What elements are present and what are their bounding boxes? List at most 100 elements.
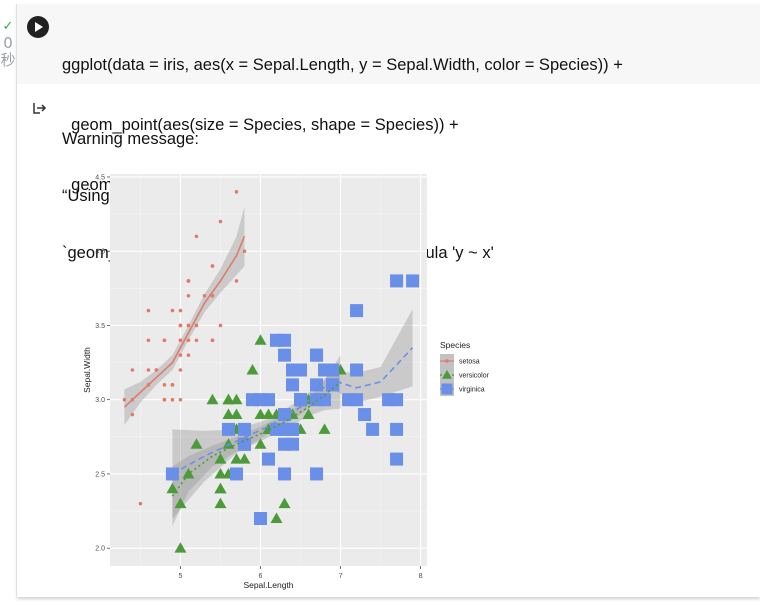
smooth-line-versicolor bbox=[171, 381, 342, 497]
legend-title: Species bbox=[440, 340, 470, 350]
data-point-virginica bbox=[350, 393, 364, 407]
data-point-versicolor bbox=[214, 497, 227, 509]
x-tick-label: 8 bbox=[419, 573, 423, 580]
execution-status: ✓ 0 秒 bbox=[0, 18, 16, 69]
data-point-setosa bbox=[178, 323, 183, 328]
data-point-setosa bbox=[178, 368, 183, 372]
data-point-virginica bbox=[237, 437, 251, 451]
data-point-virginica bbox=[310, 378, 324, 392]
code-editor[interactable]: ggplot(data = iris, aes(x = Sepal.Length… bbox=[17, 4, 760, 194]
data-point-versicolor bbox=[246, 364, 259, 375]
data-point-versicolor bbox=[214, 453, 227, 464]
data-point-versicolor bbox=[254, 438, 267, 449]
data-point-setosa bbox=[162, 397, 167, 402]
data-point-setosa bbox=[242, 249, 247, 254]
data-point-setosa bbox=[122, 397, 127, 402]
data-point-virginica bbox=[390, 452, 404, 466]
data-point-virginica bbox=[310, 348, 324, 362]
data-point-virginica bbox=[278, 422, 292, 436]
data-point-setosa bbox=[210, 338, 215, 343]
x-tick-label: 6 bbox=[259, 573, 263, 580]
data-point-virginica bbox=[390, 274, 404, 288]
data-point-setosa bbox=[146, 368, 151, 372]
data-point-setosa bbox=[162, 383, 167, 387]
x-tick-label: 7 bbox=[339, 573, 343, 580]
code-line: ggplot(data = iris, aes(x = Sepal.Length… bbox=[62, 56, 623, 74]
data-point-setosa bbox=[218, 219, 223, 224]
run-cell-button[interactable] bbox=[27, 16, 49, 38]
legend-label: setosa bbox=[459, 359, 480, 366]
legend-label: versicolor bbox=[459, 373, 490, 380]
data-point-versicolor bbox=[206, 393, 219, 405]
smooth-line-setosa bbox=[123, 236, 246, 408]
data-point-virginica bbox=[366, 422, 380, 436]
data-point-setosa bbox=[178, 397, 183, 402]
output-icon[interactable] bbox=[31, 100, 47, 116]
data-point-setosa bbox=[146, 308, 151, 313]
data-point-virginica bbox=[286, 363, 300, 377]
y-axis-title: Sepal.Width bbox=[82, 347, 92, 393]
data-point-setosa bbox=[202, 293, 207, 298]
data-point-setosa bbox=[178, 353, 183, 357]
data-point-versicolor bbox=[190, 438, 203, 449]
data-point-setosa bbox=[138, 501, 143, 506]
code-line: geom_point(aes(size = Species, shape = S… bbox=[62, 116, 459, 134]
data-point-versicolor bbox=[230, 453, 243, 464]
y-tick-label: 2.5 bbox=[95, 471, 105, 478]
data-point-setosa bbox=[186, 279, 191, 283]
data-point-virginica bbox=[278, 408, 292, 422]
data-point-setosa bbox=[234, 190, 239, 194]
data-point-setosa bbox=[154, 368, 159, 372]
y-tick-label: 3.5 bbox=[95, 323, 105, 330]
data-point-versicolor bbox=[166, 482, 179, 494]
data-point-setosa bbox=[186, 293, 191, 298]
x-tick-label: 5 bbox=[178, 573, 182, 580]
data-point-virginica bbox=[310, 467, 324, 481]
execution-time-unit: 秒 bbox=[0, 51, 16, 69]
data-point-versicolor bbox=[318, 423, 331, 434]
plot-panel bbox=[110, 174, 427, 566]
plot-output: 5 6 7 8 2.0 2.5 3.0 3.5 4.0 4.5 Sepal.Length Sepal.… bbox=[62, 160, 502, 590]
data-point-versicolor bbox=[174, 497, 187, 509]
data-point-virginica bbox=[229, 467, 243, 481]
data-point-virginica bbox=[262, 452, 275, 466]
data-point-setosa bbox=[210, 293, 215, 298]
data-point-virginica bbox=[390, 422, 404, 436]
data-point-versicolor bbox=[270, 512, 283, 523]
data-point-versicolor bbox=[262, 408, 275, 420]
confidence-band-setosa bbox=[124, 206, 245, 425]
y-tick-label: 3.0 bbox=[95, 397, 105, 404]
data-point-setosa bbox=[186, 353, 191, 357]
data-point-versicolor bbox=[254, 408, 267, 420]
data-point-versicolor bbox=[222, 438, 235, 449]
data-point-virginica bbox=[221, 422, 235, 436]
data-point-virginica bbox=[278, 437, 292, 451]
legend-label: virginica bbox=[459, 387, 485, 394]
data-point-versicolor bbox=[302, 408, 315, 420]
legend-marker-virginica bbox=[441, 383, 453, 395]
output-line: Warning message: bbox=[62, 130, 199, 148]
data-point-versicolor bbox=[222, 408, 235, 420]
data-point-setosa bbox=[194, 323, 199, 328]
data-point-virginica bbox=[278, 467, 292, 481]
data-point-setosa bbox=[130, 412, 135, 417]
data-point-versicolor bbox=[182, 467, 195, 479]
data-point-setosa bbox=[178, 338, 183, 343]
data-point-versicolor bbox=[238, 453, 251, 464]
checkmark-icon: ✓ bbox=[2, 19, 14, 34]
data-point-virginica bbox=[270, 333, 284, 347]
data-point-virginica bbox=[245, 393, 259, 407]
data-point-virginica bbox=[237, 422, 251, 436]
execution-time-value: 0 bbox=[3, 34, 13, 52]
data-point-versicolor bbox=[222, 393, 235, 405]
data-point-virginica bbox=[278, 348, 292, 362]
data-point-setosa bbox=[194, 338, 199, 343]
data-point-versicolor bbox=[254, 334, 267, 345]
data-point-setosa bbox=[218, 323, 223, 328]
data-point-setosa bbox=[130, 368, 135, 372]
data-point-setosa bbox=[146, 338, 151, 343]
data-point-virginica bbox=[358, 408, 372, 422]
data-point-virginica bbox=[326, 378, 340, 392]
data-point-virginica bbox=[318, 363, 332, 377]
smooth-line-virginica bbox=[172, 347, 414, 475]
